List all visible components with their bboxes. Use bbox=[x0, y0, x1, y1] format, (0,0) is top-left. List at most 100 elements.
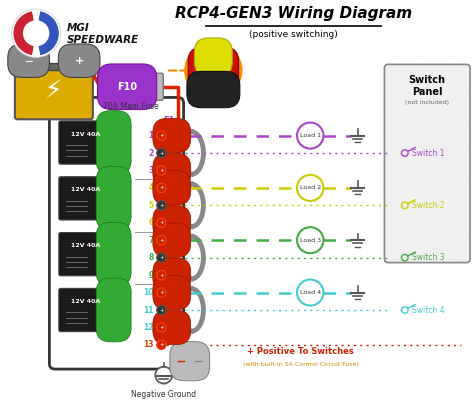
Circle shape bbox=[297, 175, 323, 201]
Circle shape bbox=[155, 367, 172, 383]
Wedge shape bbox=[32, 11, 40, 33]
Text: +: + bbox=[159, 307, 164, 312]
Text: 2: 2 bbox=[148, 149, 154, 158]
FancyBboxPatch shape bbox=[96, 111, 131, 174]
FancyBboxPatch shape bbox=[96, 166, 131, 230]
Text: RCP4-GEN3 Wiring Diagram: RCP4-GEN3 Wiring Diagram bbox=[175, 6, 412, 21]
FancyBboxPatch shape bbox=[153, 118, 191, 153]
Text: 13: 13 bbox=[143, 340, 154, 349]
Circle shape bbox=[297, 280, 323, 306]
Text: +: + bbox=[159, 342, 164, 347]
Circle shape bbox=[156, 253, 166, 262]
Text: Load 3: Load 3 bbox=[300, 238, 321, 243]
Text: Load 2: Load 2 bbox=[300, 185, 321, 190]
Text: SPEEDWARE: SPEEDWARE bbox=[67, 35, 139, 45]
Text: +: + bbox=[159, 185, 164, 190]
Text: (positive switching): (positive switching) bbox=[249, 30, 338, 39]
Text: ─: ─ bbox=[25, 56, 32, 66]
Text: F10: F10 bbox=[117, 82, 137, 92]
Text: Panel: Panel bbox=[412, 87, 442, 97]
Text: Switch 1: Switch 1 bbox=[412, 149, 445, 158]
Text: +: + bbox=[159, 150, 164, 155]
Text: 4: 4 bbox=[148, 184, 154, 192]
Text: Switch: Switch bbox=[409, 75, 446, 85]
FancyBboxPatch shape bbox=[153, 205, 191, 240]
Text: Switch 3: Switch 3 bbox=[412, 253, 445, 262]
FancyBboxPatch shape bbox=[59, 289, 112, 332]
FancyBboxPatch shape bbox=[96, 222, 131, 286]
Text: F1: F1 bbox=[164, 116, 175, 125]
Text: F4: F4 bbox=[164, 284, 175, 292]
Text: ⚡: ⚡ bbox=[45, 79, 63, 103]
Text: 12V 40A: 12V 40A bbox=[71, 132, 100, 136]
FancyBboxPatch shape bbox=[153, 171, 191, 205]
Text: Load 1: Load 1 bbox=[300, 133, 321, 138]
Text: (with built-in 5A Control Circuit Fuse): (with built-in 5A Control Circuit Fuse) bbox=[243, 362, 359, 368]
Text: 12V 40A: 12V 40A bbox=[71, 187, 100, 192]
FancyBboxPatch shape bbox=[153, 258, 191, 292]
FancyBboxPatch shape bbox=[59, 177, 112, 220]
Text: 6: 6 bbox=[148, 218, 154, 227]
Text: 3: 3 bbox=[148, 166, 154, 175]
Text: F2: F2 bbox=[164, 172, 175, 181]
Text: 11: 11 bbox=[143, 305, 154, 315]
FancyBboxPatch shape bbox=[15, 68, 93, 119]
Text: +: + bbox=[159, 203, 164, 208]
Text: 8: 8 bbox=[148, 253, 154, 262]
Wedge shape bbox=[36, 11, 59, 55]
FancyBboxPatch shape bbox=[153, 223, 191, 257]
Circle shape bbox=[11, 9, 61, 58]
FancyBboxPatch shape bbox=[98, 73, 163, 100]
Circle shape bbox=[156, 288, 166, 297]
FancyBboxPatch shape bbox=[59, 233, 112, 276]
Text: +: + bbox=[159, 325, 164, 330]
Text: 12V 40A: 12V 40A bbox=[71, 243, 100, 248]
Circle shape bbox=[156, 166, 166, 175]
Text: +: + bbox=[159, 273, 164, 278]
Text: 70A Main Fuse: 70A Main Fuse bbox=[103, 102, 158, 111]
FancyBboxPatch shape bbox=[8, 44, 49, 77]
FancyBboxPatch shape bbox=[153, 310, 191, 345]
FancyBboxPatch shape bbox=[98, 64, 156, 110]
Text: F3: F3 bbox=[164, 228, 175, 236]
Circle shape bbox=[297, 123, 323, 149]
Text: + Positive To Switches: + Positive To Switches bbox=[247, 347, 354, 356]
Circle shape bbox=[156, 201, 166, 210]
Text: Switch 2: Switch 2 bbox=[412, 201, 445, 210]
Text: +: + bbox=[159, 238, 164, 243]
Text: +: + bbox=[159, 255, 164, 260]
Circle shape bbox=[156, 218, 166, 228]
FancyBboxPatch shape bbox=[49, 97, 183, 369]
FancyBboxPatch shape bbox=[153, 276, 191, 310]
Text: +: + bbox=[159, 290, 164, 295]
Circle shape bbox=[156, 340, 166, 349]
Circle shape bbox=[156, 131, 166, 140]
FancyBboxPatch shape bbox=[384, 64, 470, 262]
Text: 5: 5 bbox=[149, 201, 154, 210]
Text: +: + bbox=[74, 56, 84, 66]
FancyBboxPatch shape bbox=[170, 341, 210, 381]
FancyBboxPatch shape bbox=[96, 278, 131, 342]
Text: 9: 9 bbox=[148, 270, 154, 280]
Circle shape bbox=[156, 305, 166, 315]
Text: Load 4: Load 4 bbox=[300, 290, 321, 295]
FancyBboxPatch shape bbox=[153, 153, 191, 188]
FancyBboxPatch shape bbox=[188, 47, 238, 101]
Text: 7: 7 bbox=[148, 236, 154, 245]
FancyBboxPatch shape bbox=[187, 71, 240, 108]
Text: 12V 40A: 12V 40A bbox=[71, 299, 100, 304]
Circle shape bbox=[23, 20, 49, 46]
Text: +: + bbox=[159, 133, 164, 138]
Text: Switch 4: Switch 4 bbox=[412, 305, 445, 315]
FancyBboxPatch shape bbox=[59, 121, 112, 164]
Wedge shape bbox=[13, 11, 36, 55]
FancyBboxPatch shape bbox=[194, 38, 232, 76]
Circle shape bbox=[156, 323, 166, 332]
FancyBboxPatch shape bbox=[22, 63, 86, 71]
Text: +: + bbox=[159, 220, 164, 225]
Text: Negative Ground: Negative Ground bbox=[131, 390, 196, 399]
Circle shape bbox=[156, 236, 166, 245]
Text: 10: 10 bbox=[143, 288, 154, 297]
Text: 12: 12 bbox=[143, 323, 154, 332]
Circle shape bbox=[156, 270, 166, 280]
